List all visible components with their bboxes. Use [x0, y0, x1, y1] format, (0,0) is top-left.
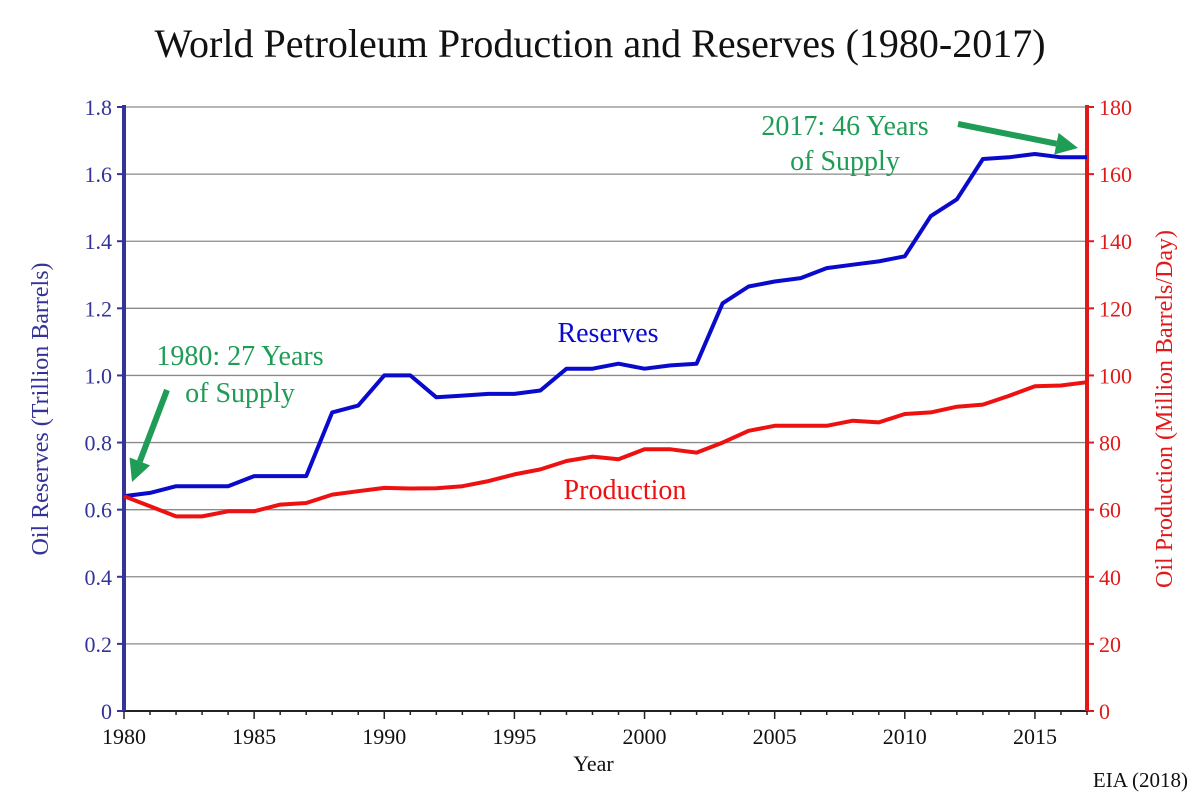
x-tick-label: 2015	[1013, 724, 1057, 749]
x-tick-label: 1995	[492, 724, 536, 749]
annotation-arrow-1980-shaft	[137, 388, 170, 463]
right-tick-label: 100	[1099, 363, 1132, 388]
right-tick-label: 180	[1099, 95, 1132, 120]
left-tick-label: 1.0	[85, 363, 113, 388]
annotation-1980-line2: of Supply	[185, 378, 295, 409]
left-tick-label: 1.8	[85, 95, 113, 120]
left-tick-label: 0.2	[85, 632, 113, 657]
x-tick-label: 1980	[102, 724, 146, 749]
series-line-production	[123, 380, 1088, 519]
annotation-arrow-2017-head	[1054, 132, 1078, 155]
right-tick-label: 160	[1099, 162, 1132, 187]
annotation-2017-line2: of Supply	[790, 146, 900, 177]
left-tick-label: 0.6	[85, 498, 113, 523]
left-tick-label: 1.6	[85, 162, 113, 187]
source-note: EIA (2018)	[1092, 768, 1188, 792]
x-tick-label: 1990	[362, 724, 406, 749]
left-axis-label: Oil Reserves (Trillion Barrels)	[28, 262, 54, 555]
x-tick-label: 2000	[623, 724, 667, 749]
chart-title: World Petroleum Production and Reserves …	[154, 21, 1046, 66]
series-label-reserves: Reserves	[557, 318, 658, 349]
annotation-arrow-2017-shaft	[957, 121, 1058, 147]
right-tick-label: 40	[1099, 565, 1121, 590]
left-tick-label: 0.8	[85, 431, 113, 456]
left-tick-label: 1.4	[85, 229, 113, 254]
annotation-2017-line1: 2017: 46 Years	[761, 111, 928, 142]
x-tick-label: 2005	[753, 724, 797, 749]
x-axis-label: Year	[573, 751, 614, 776]
right-axis-label: Oil Production (Million Barrels/Day)	[1152, 230, 1178, 588]
left-tick-label: 0.4	[85, 565, 113, 590]
annotation-1980-line1: 1980: 27 Years	[156, 341, 323, 372]
right-tick-label: 140	[1099, 229, 1132, 254]
right-tick-label: 60	[1099, 498, 1121, 523]
right-tick-label: 80	[1099, 431, 1121, 456]
annotation-arrow-1980-head	[129, 457, 151, 482]
series-label-production: Production	[564, 475, 687, 506]
left-tick-label: 0	[101, 699, 112, 724]
x-tick-label: 1985	[232, 724, 276, 749]
right-tick-label: 0	[1099, 699, 1110, 724]
x-tick-label: 2010	[883, 724, 927, 749]
right-tick-label: 20	[1099, 632, 1121, 657]
left-tick-label: 1.2	[85, 296, 113, 321]
series-line-reserves	[123, 152, 1087, 499]
right-tick-label: 120	[1099, 296, 1132, 321]
